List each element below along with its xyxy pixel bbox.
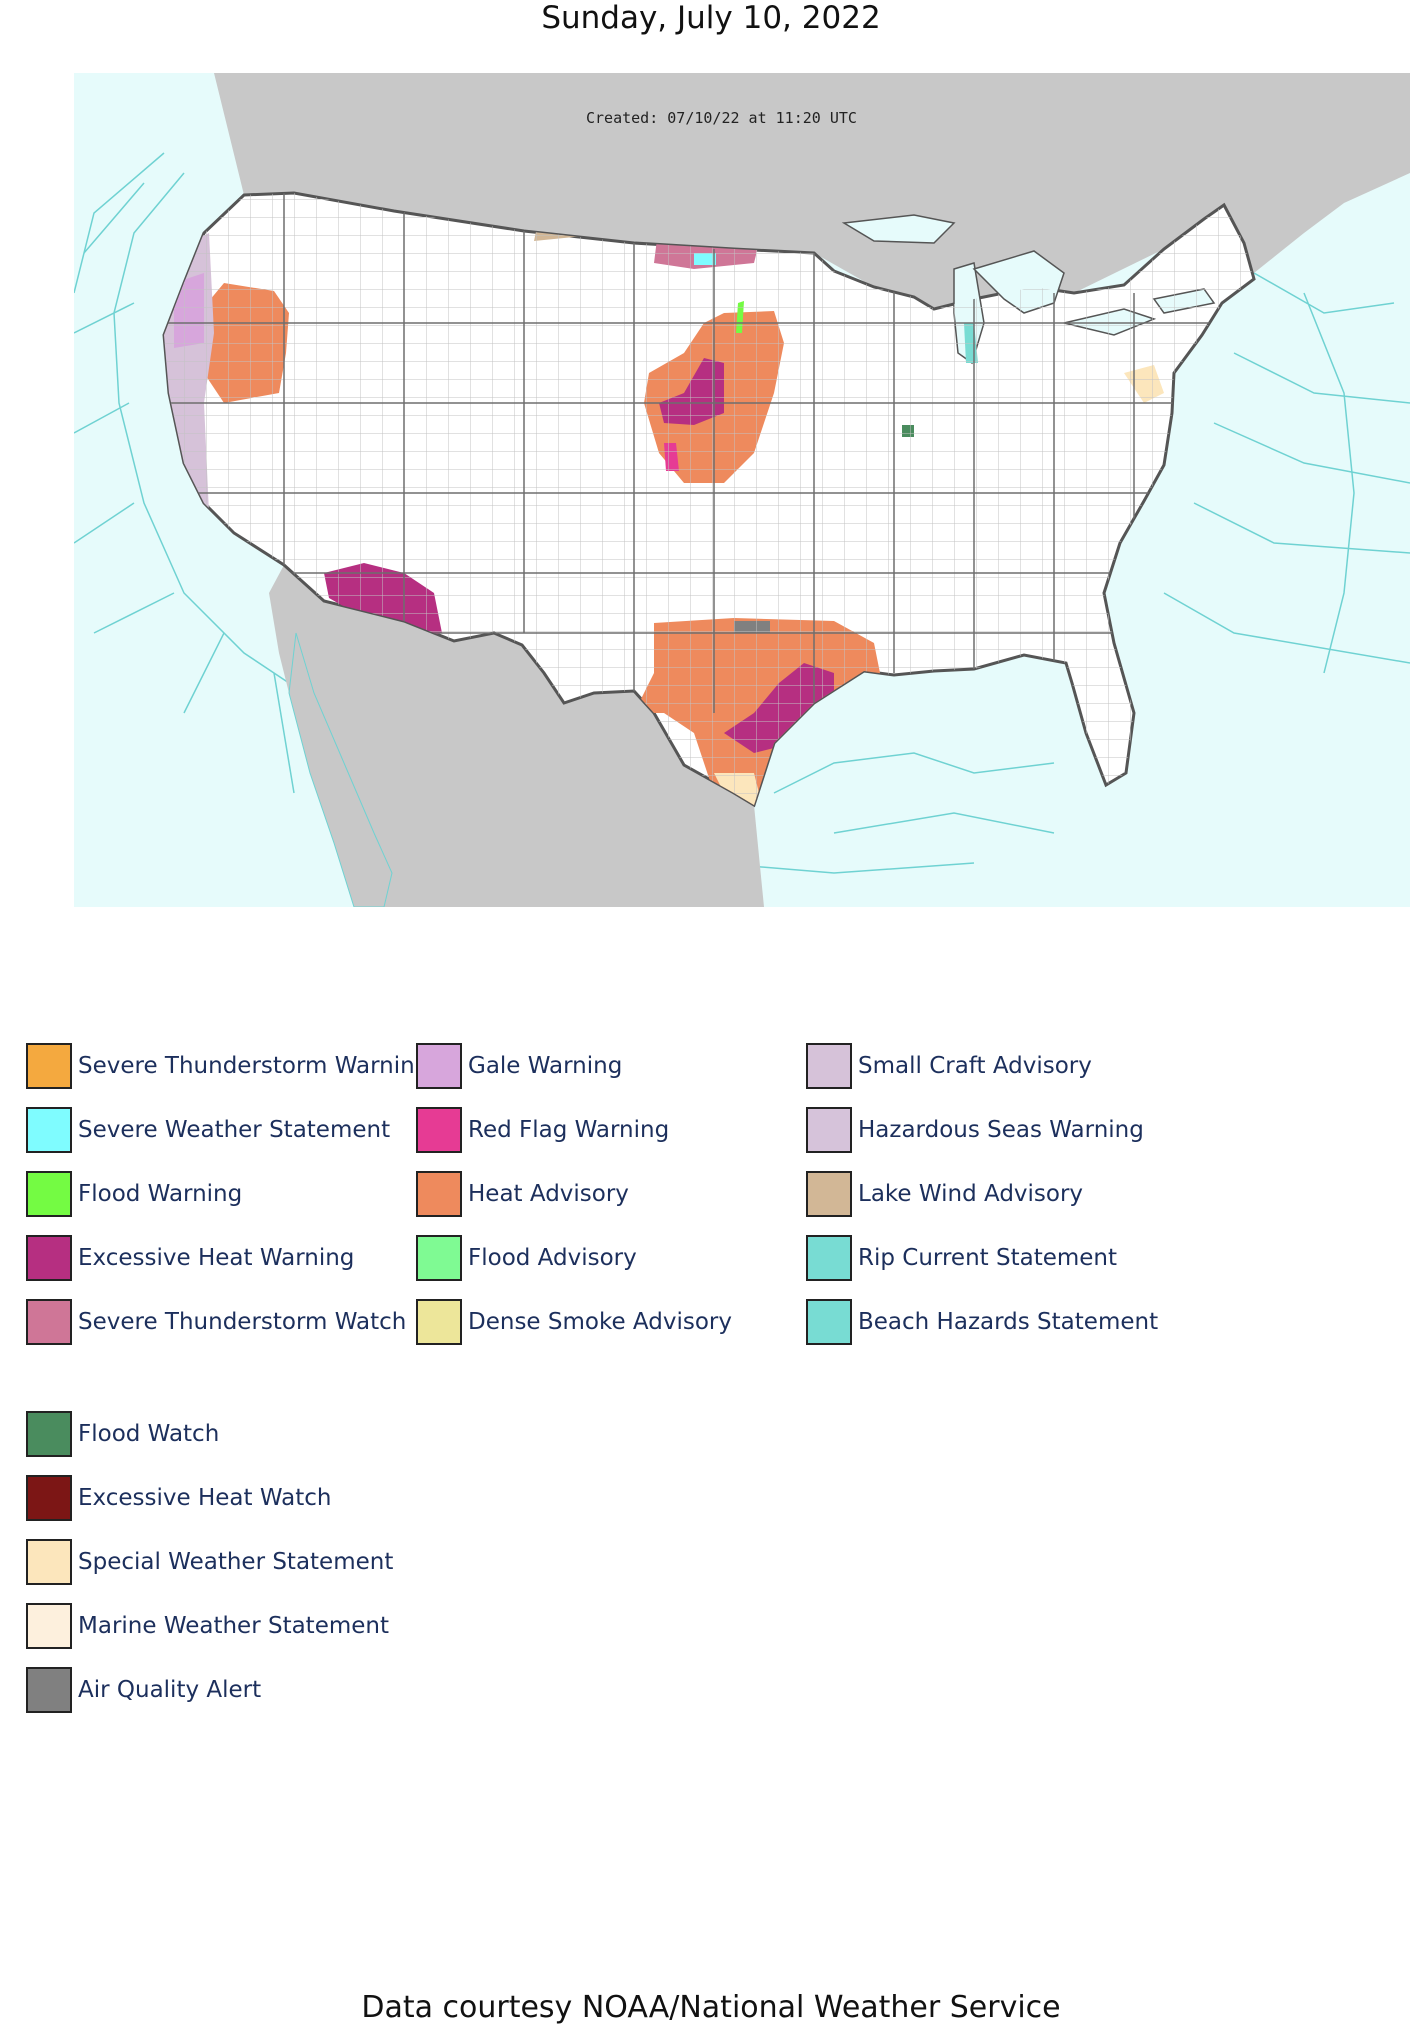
legend-label: Air Quality Alert: [78, 1677, 262, 1703]
legend-swatch: [416, 1107, 462, 1153]
legend-swatch: [416, 1043, 462, 1089]
state-borders: [164, 193, 1214, 773]
legend-label: Flood Advisory: [468, 1245, 637, 1271]
legend-swatch: [26, 1171, 72, 1217]
legend-swatch: [416, 1235, 462, 1281]
created-stamp: Created: 07/10/22 at 11:20 UTC: [586, 109, 857, 127]
legend-item-air-quality-alert: Air Quality Alert: [26, 1665, 261, 1715]
legend-label: Gale Warning: [468, 1053, 623, 1079]
legend-item-flood-warning: Flood Warning: [26, 1169, 242, 1219]
legend-item-lake-wind-advisory: Lake Wind Advisory: [806, 1169, 1083, 1219]
legend-item-severe-weather-statement: Severe Weather Statement: [26, 1105, 390, 1155]
footer-credit: Data courtesy NOAA/National Weather Serv…: [361, 1990, 1061, 2025]
legend-swatch: [26, 1235, 72, 1281]
legend-item-red-flag-warning: Red Flag Warning: [416, 1105, 669, 1155]
canada-land: [214, 73, 1410, 309]
legend-label: Special Weather Statement: [78, 1549, 394, 1575]
legend-item-special-weather-statement: Special Weather Statement: [26, 1537, 393, 1587]
legend-label: Severe Thunderstorm Warning: [78, 1053, 430, 1079]
legend-swatch: [26, 1107, 72, 1153]
legend-item-flood-watch: Flood Watch: [26, 1409, 219, 1459]
legend-item-gale-warning: Gale Warning: [416, 1041, 622, 1091]
legend-item-beach-hazards-statement: Beach Hazards Statement: [806, 1297, 1158, 1347]
legend-item-dense-smoke-advisory: Dense Smoke Advisory: [416, 1297, 732, 1347]
legend-label: Excessive Heat Warning: [78, 1245, 355, 1271]
legend-label: Heat Advisory: [468, 1181, 629, 1207]
marine-zone-lines: [74, 152, 1410, 874]
legend-label: Beach Hazards Statement: [858, 1309, 1159, 1335]
legend-label: Severe Weather Statement: [78, 1117, 391, 1143]
legend-label: Flood Watch: [78, 1421, 220, 1447]
legend-item-small-craft-advisory: Small Craft Advisory: [806, 1041, 1092, 1091]
legend-label: Red Flag Warning: [468, 1117, 670, 1143]
legend-label: Excessive Heat Watch: [78, 1485, 332, 1511]
legend-label: Hazardous Seas Warning: [858, 1117, 1144, 1143]
legend-swatch: [26, 1667, 72, 1713]
page-title: Sunday, July 10, 2022: [541, 0, 881, 36]
legend-swatch: [806, 1043, 852, 1089]
us-map-svg: Created: 07/10/22 at 11:20 UTC: [74, 73, 1410, 907]
mexico-land: [269, 565, 764, 907]
legend-label: Small Craft Advisory: [858, 1053, 1092, 1079]
legend-swatch: [26, 1603, 72, 1649]
legend-label: Flood Warning: [78, 1181, 243, 1207]
legend-label: Lake Wind Advisory: [858, 1181, 1084, 1207]
legend-item-excessive-heat-watch: Excessive Heat Watch: [26, 1473, 331, 1523]
legend-label: Marine Weather Statement: [78, 1613, 390, 1639]
legend-swatch: [806, 1171, 852, 1217]
legend-item-rip-current-statement: Rip Current Statement: [806, 1233, 1117, 1283]
alerts-map: Created: 07/10/22 at 11:20 UTC: [74, 73, 1410, 907]
legend-item-severe-thunderstorm-warning: Severe Thunderstorm Warning: [26, 1041, 429, 1091]
legend-item-marine-weather-statement: Marine Weather Statement: [26, 1601, 389, 1651]
legend-swatch: [416, 1299, 462, 1345]
legend-swatch: [26, 1411, 72, 1457]
legend-item-excessive-heat-warning: Excessive Heat Warning: [26, 1233, 354, 1283]
legend-swatch: [26, 1299, 72, 1345]
legend-swatch: [806, 1299, 852, 1345]
legend-item-severe-thunderstorm-watch: Severe Thunderstorm Watch: [26, 1297, 406, 1347]
legend-item-flood-advisory: Flood Advisory: [416, 1233, 637, 1283]
legend-swatch: [806, 1107, 852, 1153]
legend-swatch: [26, 1043, 72, 1089]
legend-swatch: [416, 1171, 462, 1217]
legend-label: Dense Smoke Advisory: [468, 1309, 732, 1335]
legend-label: Rip Current Statement: [858, 1245, 1118, 1271]
baja-peninsula: [288, 632, 393, 907]
legend-swatch: [26, 1475, 72, 1521]
legend-swatch: [26, 1539, 72, 1585]
legend-item-heat-advisory: Heat Advisory: [416, 1169, 629, 1219]
legend-item-hazardous-seas-warning: Hazardous Seas Warning: [806, 1105, 1144, 1155]
legend-label: Severe Thunderstorm Watch: [78, 1309, 407, 1335]
legend-swatch: [806, 1235, 852, 1281]
